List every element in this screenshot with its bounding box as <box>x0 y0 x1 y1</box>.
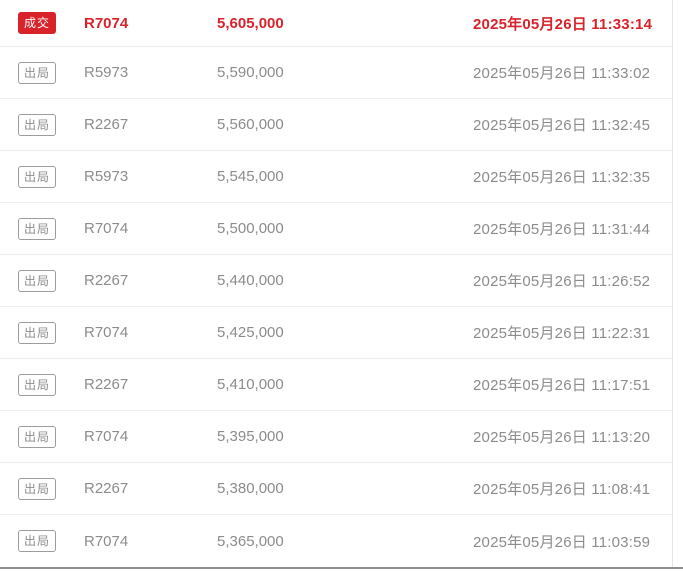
bid-timestamp: 2025年05月26日 11:33:02 <box>473 65 651 82</box>
bid-record-row: 出局 R7074 5,395,000 2025年05月26日 11:13:20 <box>0 411 672 463</box>
status-badge: 出局 <box>18 321 57 344</box>
bid-price: 5,440,000 <box>217 272 284 289</box>
status-cell: 出局 <box>0 113 84 136</box>
bid-timestamp: 2025年05月26日 11:26:52 <box>473 273 651 290</box>
bid-price: 5,380,000 <box>217 480 284 497</box>
bid-timestamp: 2025年05月26日 11:17:51 <box>473 377 651 394</box>
bidder-id: R5973 <box>84 168 129 185</box>
bid-record-row: 出局 R7074 5,500,000 2025年05月26日 11:31:44 <box>0 203 672 255</box>
status-cell: 出局 <box>0 321 84 344</box>
bid-price: 5,395,000 <box>217 428 284 445</box>
status-badge: 出局 <box>18 425 57 448</box>
bid-record-row: 出局 R7074 5,365,000 2025年05月26日 11:03:59 <box>0 515 672 567</box>
status-badge: 出局 <box>18 61 57 84</box>
bid-timestamp: 2025年05月26日 11:22:31 <box>473 325 651 342</box>
bid-record-row: 成交 R7074 5,605,000 2025年05月26日 11:33:14 <box>0 0 672 47</box>
bidder-id: R7074 <box>84 220 129 237</box>
status-badge: 出局 <box>18 269 57 292</box>
status-cell: 出局 <box>0 425 84 448</box>
status-cell: 成交 <box>0 12 84 34</box>
bidder-id: R7074 <box>84 14 129 32</box>
bid-timestamp: 2025年05月26日 11:08:41 <box>473 481 651 498</box>
status-badge: 出局 <box>18 113 57 136</box>
bid-price: 5,560,000 <box>217 116 284 133</box>
bidder-id: R7074 <box>84 428 129 445</box>
status-badge: 出局 <box>18 165 57 188</box>
status-cell: 出局 <box>0 217 84 240</box>
bid-record-list: 成交 R7074 5,605,000 2025年05月26日 11:33:14 … <box>0 0 673 567</box>
bid-record-row: 出局 R2267 5,440,000 2025年05月26日 11:26:52 <box>0 255 672 307</box>
status-badge: 出局 <box>18 530 57 552</box>
bid-price: 5,545,000 <box>217 168 284 185</box>
bidder-id: R2267 <box>84 272 129 289</box>
bid-record-row: 出局 R5973 5,590,000 2025年05月26日 11:33:02 <box>0 47 672 99</box>
bid-price: 5,410,000 <box>217 376 284 393</box>
bid-price: 5,365,000 <box>217 532 284 550</box>
status-cell: 出局 <box>0 61 84 84</box>
status-cell: 出局 <box>0 477 84 500</box>
bid-record-row: 出局 R2267 5,380,000 2025年05月26日 11:08:41 <box>0 463 672 515</box>
status-cell: 出局 <box>0 530 84 552</box>
bidder-id: R2267 <box>84 480 129 497</box>
bid-price: 5,425,000 <box>217 324 284 341</box>
bidder-id: R7074 <box>84 532 129 550</box>
bid-record-row: 出局 R2267 5,560,000 2025年05月26日 11:32:45 <box>0 99 672 151</box>
bidder-id: R2267 <box>84 376 129 393</box>
bidder-id: R7074 <box>84 324 129 341</box>
bid-timestamp: 2025年05月26日 11:31:44 <box>473 221 651 238</box>
status-badge: 成交 <box>18 12 57 34</box>
status-badge: 出局 <box>18 477 57 500</box>
panel-bottom-border <box>0 567 683 569</box>
bid-price: 5,605,000 <box>217 14 284 32</box>
status-cell: 出局 <box>0 373 84 396</box>
bid-price: 5,590,000 <box>217 64 284 81</box>
bid-price: 5,500,000 <box>217 220 284 237</box>
bid-record-row: 出局 R7074 5,425,000 2025年05月26日 11:22:31 <box>0 307 672 359</box>
bid-timestamp: 2025年05月26日 11:13:20 <box>473 429 651 446</box>
status-badge: 出局 <box>18 373 57 396</box>
status-badge: 出局 <box>18 217 57 240</box>
bid-timestamp: 2025年05月26日 11:32:35 <box>473 169 651 186</box>
bidder-id: R2267 <box>84 116 129 133</box>
status-cell: 出局 <box>0 165 84 188</box>
status-cell: 出局 <box>0 269 84 292</box>
bid-record-row: 出局 R2267 5,410,000 2025年05月26日 11:17:51 <box>0 359 672 411</box>
bidder-id: R5973 <box>84 64 129 81</box>
bid-timestamp: 2025年05月26日 11:03:59 <box>473 533 651 551</box>
bid-timestamp: 2025年05月26日 11:33:14 <box>473 15 653 33</box>
bid-record-row: 出局 R5973 5,545,000 2025年05月26日 11:32:35 <box>0 151 672 203</box>
bid-timestamp: 2025年05月26日 11:32:45 <box>473 117 651 134</box>
